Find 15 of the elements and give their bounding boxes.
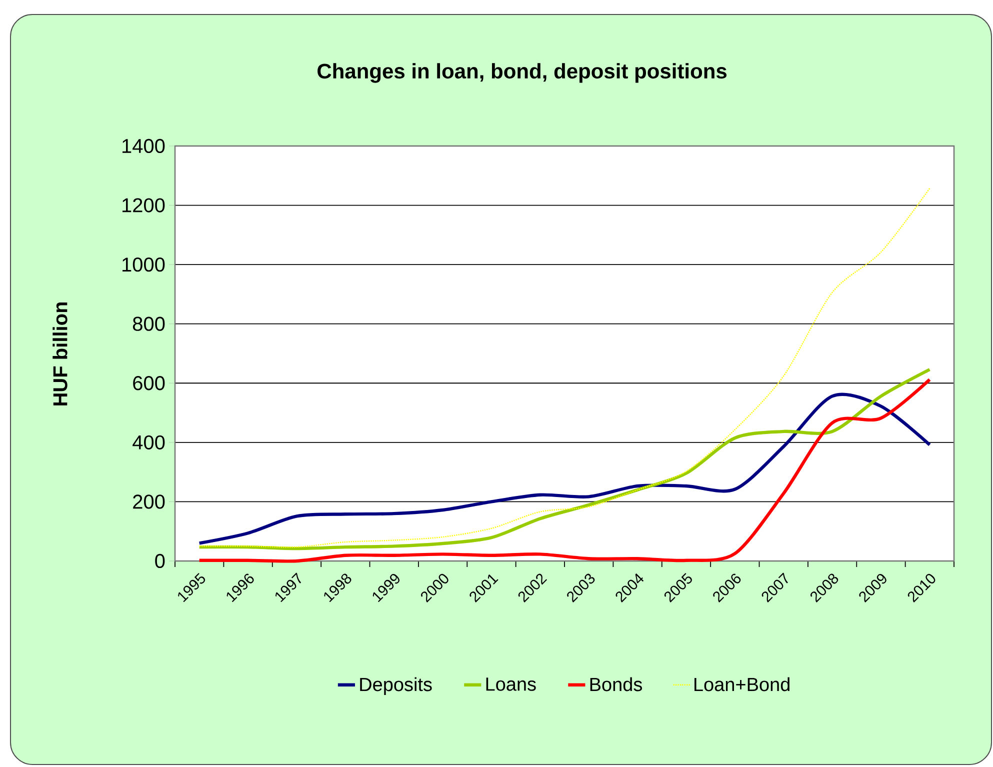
legend-label: Loan+Bond xyxy=(694,677,790,692)
y-tick-label: 400 xyxy=(132,435,165,450)
y-axis-title: HUF billion xyxy=(52,302,68,406)
y-tick-label: 0 xyxy=(155,554,165,568)
y-tick-label: 1400 xyxy=(122,138,165,154)
line-series xyxy=(198,188,930,548)
y-tick-label: 1200 xyxy=(122,198,165,212)
y-tick-label: 1000 xyxy=(122,257,165,272)
legend-label: Loans xyxy=(486,678,536,691)
y-tick-label: 800 xyxy=(132,316,165,331)
chart-title: Changes in loan, bond, deposit positions xyxy=(318,63,727,83)
y-tick-label: 200 xyxy=(133,494,165,509)
legend-label: Deposits xyxy=(360,677,432,695)
legend-label: Bonds xyxy=(590,677,642,692)
y-tick-label: 600 xyxy=(133,376,165,390)
